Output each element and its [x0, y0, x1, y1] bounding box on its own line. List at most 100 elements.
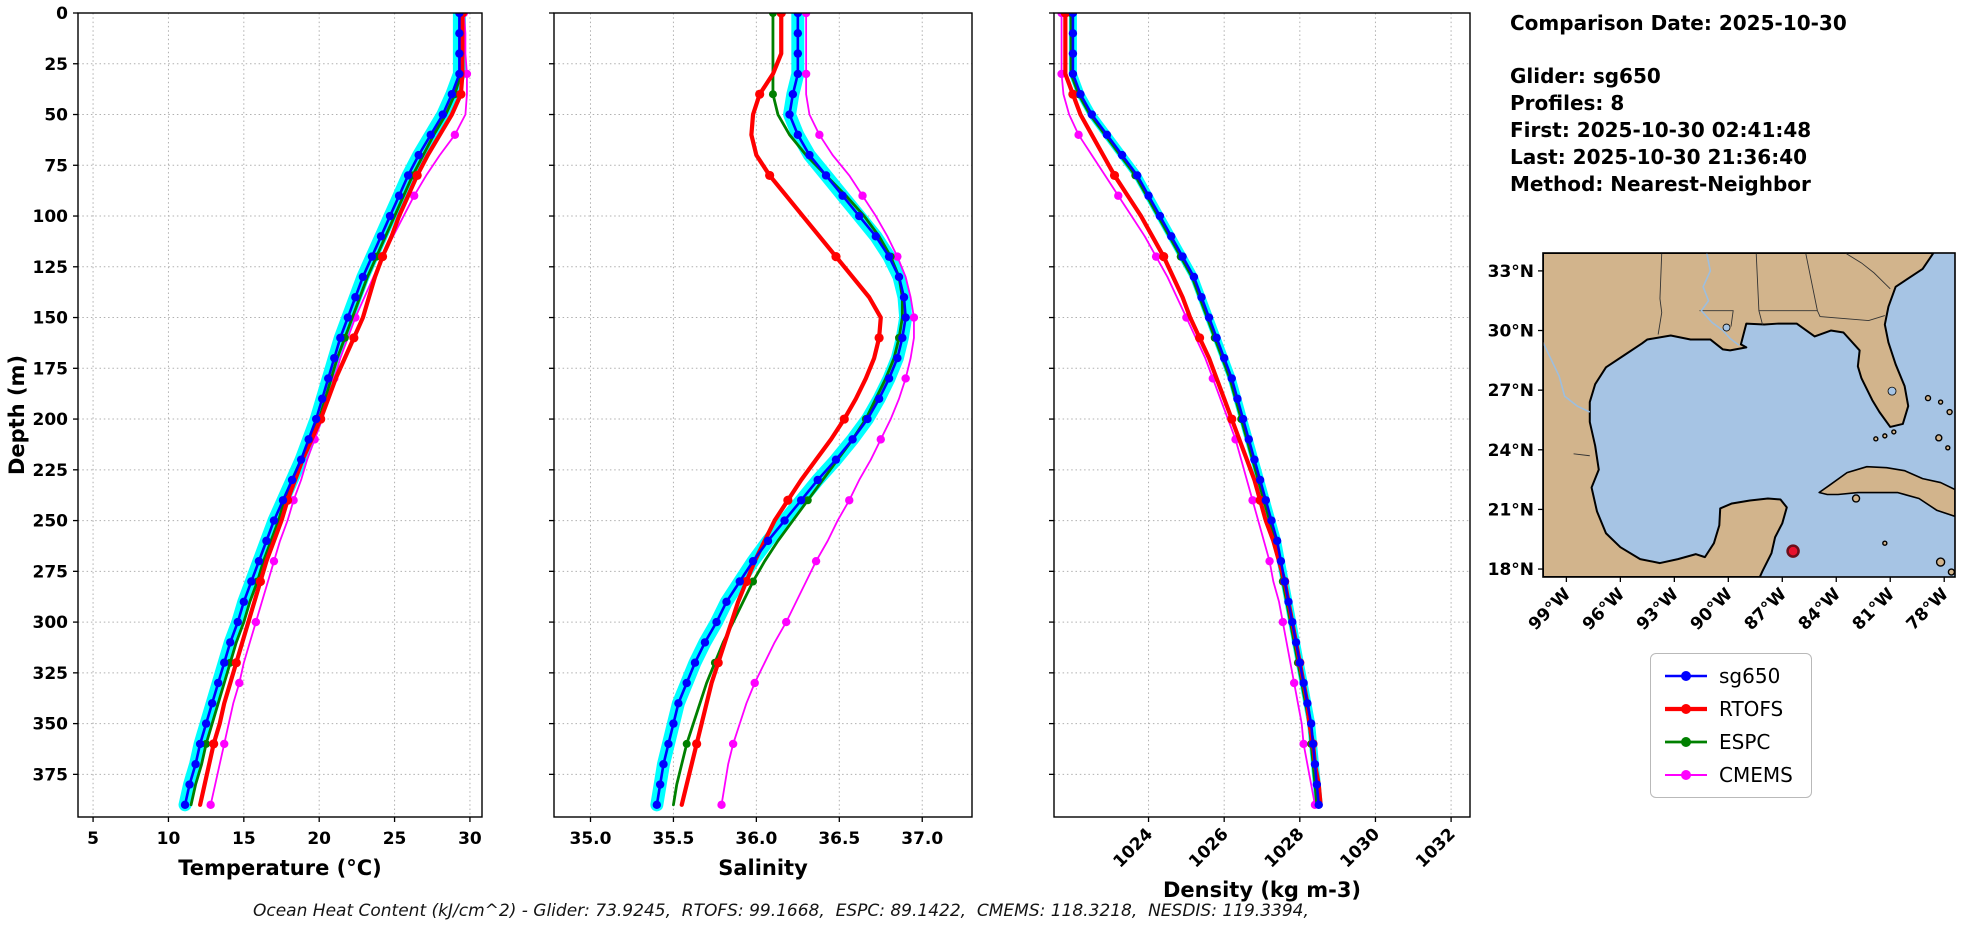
sg650-line	[183, 13, 461, 807]
island	[1873, 436, 1879, 442]
x-axis-title: Salinity	[718, 856, 808, 880]
y-tick-label: 325	[33, 664, 69, 684]
y-tick-label: 375	[33, 765, 69, 785]
rivers	[1543, 253, 1740, 413]
lat-tick-label: 27°N	[1488, 381, 1534, 401]
y-tick-label: 175	[33, 359, 69, 379]
salinity-profile-plot: 35.0 35.5 36.0 36.5 37.0 Salinity	[549, 12, 973, 880]
y-tick-label: 100	[33, 207, 69, 227]
legend-label-sg650: sg650	[1719, 664, 1781, 688]
lon-tick-label: 96°W	[1579, 584, 1629, 634]
x-axis-title: Density (kg m-3)	[1163, 878, 1361, 902]
map-inner	[1543, 253, 1955, 577]
comparison-date-text: Comparison Date: 2025-10-30	[1510, 11, 1847, 35]
island	[1937, 399, 1944, 405]
island	[1945, 445, 1951, 451]
island	[1851, 494, 1861, 503]
legend: sg650 RTOFS ESPC CMEMS	[1650, 653, 1812, 798]
sg650-line-swatch	[1665, 671, 1707, 681]
glider-text: Glider: sg650	[1510, 64, 1661, 88]
x-tick-label: 20	[307, 829, 331, 849]
island	[1882, 433, 1888, 439]
CMEMS-line	[1060, 13, 1316, 806]
x-tick-label: 1028	[1261, 824, 1309, 872]
axes-frame	[553, 12, 973, 818]
ESPC-line	[672, 13, 904, 807]
y-tick-label: 350	[33, 715, 69, 735]
series-layer	[178, 13, 472, 812]
info-panel: Comparison Date: 2025-10-30 Glider: sg65…	[1510, 10, 1847, 198]
last-time-text: Last: 2025-10-30 21:36:40	[1510, 145, 1808, 169]
x-tick-label: 1030	[1336, 824, 1384, 872]
cmems-line-swatch	[1665, 770, 1707, 780]
y-tick-label: 200	[33, 410, 69, 430]
lon-tick-label: 87°W	[1741, 584, 1791, 634]
x-tick-label: 37.0	[901, 829, 943, 849]
RTOFS-legend-marker	[1681, 704, 1691, 714]
island	[1935, 434, 1943, 442]
legend-label-cmems: CMEMS	[1719, 763, 1793, 787]
x-tick-label: 25	[383, 829, 407, 849]
ohc-caption: Ocean Heat Content (kJ/cm^2) - Glider: 7…	[253, 901, 1309, 921]
lon-tick-label: 78°W	[1903, 584, 1953, 634]
y-tick-label: 50	[44, 106, 68, 126]
y-axis: 0 25 50 75 100 125 150 175 200 225 250 275 300 325 350…	[33, 4, 78, 785]
map-lat-axis: 18°N 21°N 24°N 27°N 30°N 33°N	[1488, 262, 1543, 580]
y-tick-label: 225	[33, 461, 69, 481]
RTOFS-markers	[692, 13, 884, 749]
y-tick-label: 300	[33, 613, 69, 633]
y-tick-label: 25	[44, 55, 68, 75]
lon-tick-label: 93°W	[1633, 584, 1683, 634]
sg650-markers	[652, 13, 910, 810]
x-tick-label: 30	[458, 829, 482, 849]
x-tick-label: 35.5	[652, 829, 694, 849]
RTOFS-line	[679, 13, 883, 807]
lat-tick-label: 33°N	[1488, 262, 1534, 282]
ESPC-line	[189, 13, 463, 807]
legend-label-rtofs: RTOFS	[1719, 697, 1784, 721]
method-text: Method: Nearest-Neighbor	[1510, 172, 1811, 196]
x-tick-label: 10	[157, 829, 181, 849]
state-borders	[1573, 253, 1891, 457]
map-lon-axis: 99°W 96°W 93°W 90°W 87°W 84°W 81°W 78°W	[1525, 577, 1953, 635]
sg650-legend-marker	[1681, 671, 1691, 681]
lat-tick-label: 18°N	[1488, 560, 1534, 580]
lon-tick-label: 81°W	[1849, 584, 1899, 634]
y-tick-label: 275	[33, 562, 69, 582]
y-axis-title: Depth (m)	[5, 355, 29, 475]
island	[1924, 394, 1932, 402]
y-tick-label: 125	[33, 258, 69, 278]
CMEMS-markers	[717, 13, 919, 810]
legend-item-cmems: CMEMS	[1663, 763, 1793, 787]
plot-background	[78, 13, 482, 817]
ESPC-legend-marker	[1681, 737, 1691, 747]
lat-tick-label: 30°N	[1488, 322, 1534, 342]
plot-background	[554, 13, 972, 817]
info-gap	[1510, 37, 1847, 63]
rtofs-line-swatch	[1665, 704, 1707, 714]
x-tick-label: 36.0	[735, 829, 777, 849]
island	[1935, 557, 1946, 567]
sg650-line	[1071, 13, 1321, 807]
x-tick-label: 1026	[1185, 824, 1233, 872]
y-tick-label: 75	[44, 156, 68, 176]
x-axis-title: Temperature (°C)	[178, 856, 381, 880]
legend-item-sg650: sg650	[1663, 664, 1793, 688]
island	[1891, 429, 1897, 435]
x-axis: 5 10 15 20 25 30	[87, 817, 482, 849]
first-time-text: First: 2025-10-30 02:41:48	[1510, 118, 1812, 142]
y-tick-label: 150	[33, 309, 69, 329]
series-layer	[1057, 13, 1323, 810]
glider-position-marker	[1786, 544, 1800, 558]
x-tick-label: 1024	[1109, 824, 1157, 872]
sg650-markers	[1068, 13, 1323, 810]
x-tick-label: 5	[87, 829, 99, 849]
x-axis: 1024 1026 1028 1030 1032	[1109, 817, 1460, 872]
map-frame	[1542, 252, 1956, 578]
y-tick-label: 0	[56, 4, 68, 24]
CMEMS-line	[720, 13, 915, 806]
espc-line-swatch	[1665, 737, 1707, 747]
cuba-land	[1818, 465, 1955, 518]
sg650-markers	[180, 13, 464, 810]
x-tick-label: 35.0	[570, 829, 612, 849]
